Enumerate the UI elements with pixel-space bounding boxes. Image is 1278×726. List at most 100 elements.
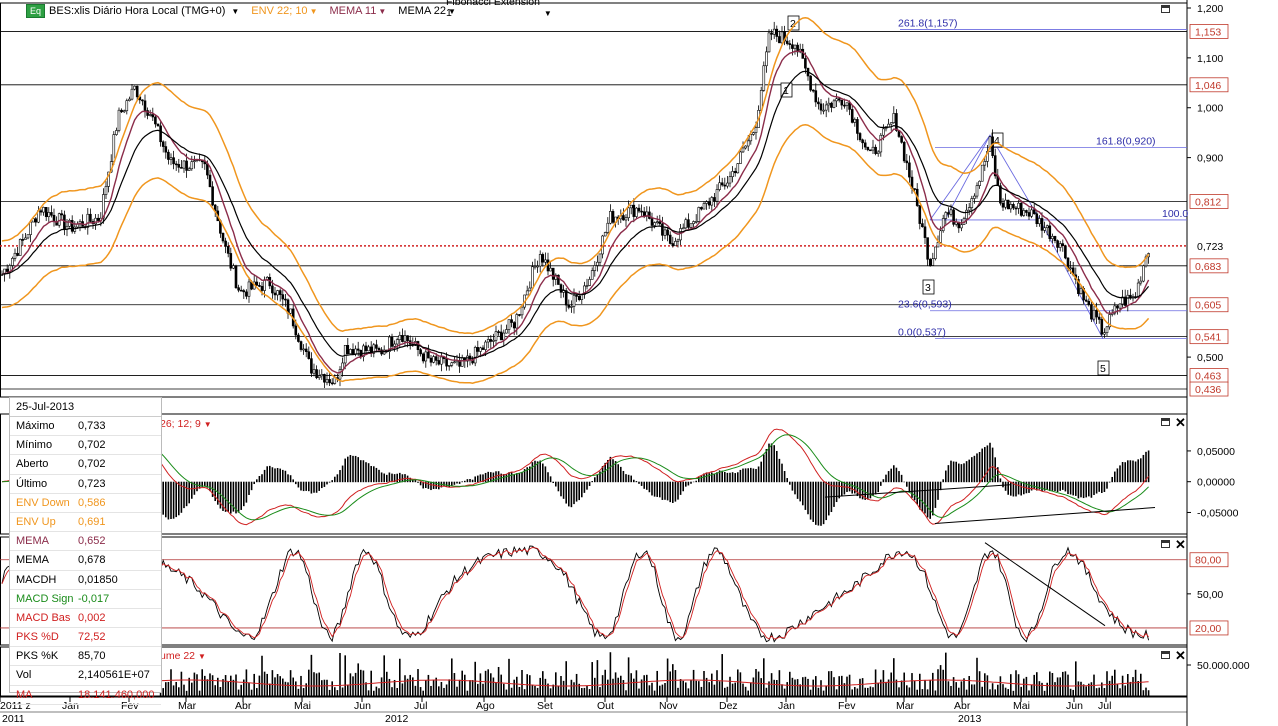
candle-body	[221, 232, 225, 242]
level-price-label: 1,046	[1195, 80, 1221, 92]
candle-body	[983, 161, 987, 166]
macd-histogram-bar	[328, 481, 331, 483]
data-window-row: Máximo 0,733	[10, 417, 161, 437]
macd-histogram-bar	[230, 481, 232, 514]
candle-body	[447, 365, 451, 367]
chart-header: Eq BES:xlis Diário Hora Local (TMG+0) ▼ E…	[26, 3, 456, 19]
macd-histogram-bar	[1075, 481, 1077, 496]
chevron-down-icon[interactable]: ▼	[543, 9, 552, 18]
candle-body	[1025, 210, 1028, 213]
candle-body	[850, 109, 854, 123]
macd-histogram-bar	[773, 445, 775, 483]
chevron-down-icon[interactable]: ▼	[378, 7, 387, 16]
macd-histogram-bar	[336, 474, 339, 483]
macd-histogram-bar	[245, 481, 248, 503]
mema11-indicator-selector[interactable]: MEMA 11 ▼	[329, 5, 386, 17]
candle-body	[377, 348, 381, 351]
close-icon[interactable]: ✕	[1175, 415, 1186, 430]
macd-histogram-bar	[776, 450, 778, 483]
macd-histogram-bar	[1015, 481, 1017, 497]
macd-histogram-bar	[1114, 471, 1116, 483]
macd-histogram-bar	[219, 481, 222, 509]
candle-body	[830, 102, 833, 108]
macd-histogram-bar	[851, 481, 853, 494]
candle-body	[141, 99, 144, 102]
stochastic-tick-label: 50,00	[1197, 589, 1223, 601]
macd-histogram-bar	[825, 481, 827, 521]
fibonacci-selector[interactable]: Fibonacci Extension 1 ▼	[446, 0, 552, 19]
close-icon[interactable]: ✕	[1175, 537, 1186, 552]
macd-histogram-bar	[227, 481, 229, 513]
macd-histogram-bar	[1088, 481, 1090, 497]
macd-histogram-bar	[370, 465, 372, 483]
candle-body	[1136, 282, 1140, 298]
macd-histogram-bar	[412, 479, 414, 483]
candle-body	[655, 221, 659, 224]
data-window-value: 0,691	[78, 515, 106, 528]
data-window-value: 0,002	[78, 611, 106, 624]
macd-histogram-bar	[388, 472, 391, 483]
macd-histogram-bar	[1142, 454, 1145, 483]
candle-body	[567, 304, 571, 308]
macd-histogram-bar	[682, 481, 684, 492]
candle-body	[167, 151, 170, 160]
data-window-label: MACD Bas	[16, 611, 71, 624]
chevron-down-icon[interactable]: ▼	[231, 6, 240, 16]
data-window-label: MA	[16, 688, 33, 701]
macd-histogram-bar	[1095, 481, 1098, 494]
candle-body	[1061, 243, 1065, 247]
candle-body	[900, 136, 903, 143]
candle-body	[908, 162, 911, 178]
maximize-icon[interactable]	[1161, 651, 1170, 659]
macd-panel-label[interactable]: 26; 12; 9 ▼	[160, 418, 212, 430]
candle-body	[21, 239, 25, 241]
data-window-value: 0,702	[78, 439, 106, 452]
volume-ma-line	[160, 679, 1149, 687]
chevron-down-icon[interactable]: ▼	[309, 7, 318, 16]
macd-histogram-bar	[347, 456, 349, 483]
macd-histogram-bar	[214, 481, 216, 502]
candle-body	[689, 223, 693, 228]
env-indicator-selector[interactable]: ENV 22; 10 ▼	[251, 5, 317, 17]
symbol-selector[interactable]: Eq BES:xlis Diário Hora Local (TMG+0) ▼	[26, 4, 239, 18]
candle-body	[518, 314, 521, 316]
candle-body	[941, 218, 945, 232]
candle-body	[700, 207, 703, 210]
macd-histogram-bar	[1098, 481, 1100, 492]
candle-body	[1058, 243, 1062, 248]
macd-histogram-bar	[183, 481, 185, 509]
macd-histogram-bar	[843, 481, 846, 495]
macd-histogram-bar	[1116, 468, 1119, 483]
close-icon[interactable]: ✕	[1175, 648, 1186, 663]
macd-histogram-bar	[549, 476, 552, 483]
chevron-down-icon[interactable]: ▼	[197, 652, 206, 661]
candle-body	[494, 331, 498, 341]
chevron-down-icon[interactable]: ▼	[447, 7, 456, 16]
data-window-row: Aberto 0,702	[10, 455, 161, 475]
macd-histogram-bar	[341, 465, 344, 483]
macd-histogram-bar	[1064, 481, 1067, 492]
maximize-icon[interactable]	[1161, 540, 1170, 548]
candle-body	[57, 213, 61, 226]
macd-histogram-bar	[700, 475, 703, 483]
chevron-down-icon[interactable]: ▼	[203, 420, 212, 429]
candle-body	[239, 289, 243, 292]
candle-body	[887, 123, 890, 128]
volume-panel-label[interactable]: ume 22 ▼	[160, 650, 206, 662]
mema22-indicator-selector[interactable]: MEMA 22 ▼	[398, 5, 456, 17]
data-window-row: MEMA 0,678	[10, 551, 161, 571]
macd-histogram-bar	[817, 481, 820, 526]
price-tick-label: 1,000	[1197, 103, 1223, 115]
month-label: Jun	[1066, 700, 1083, 712]
month-label: Mar	[896, 700, 915, 712]
macd-histogram-bar	[895, 467, 898, 483]
level-price-box	[1189, 77, 1229, 93]
maximize-icon[interactable]	[1161, 418, 1170, 426]
stochastic-panel-frame	[0, 536, 1188, 646]
macd-histogram-bar	[955, 461, 957, 483]
candle-body	[42, 207, 45, 213]
maximize-icon[interactable]	[1161, 5, 1170, 13]
candle-body	[406, 335, 409, 341]
candle-body	[780, 31, 784, 44]
macd-histogram-bar	[664, 481, 666, 500]
